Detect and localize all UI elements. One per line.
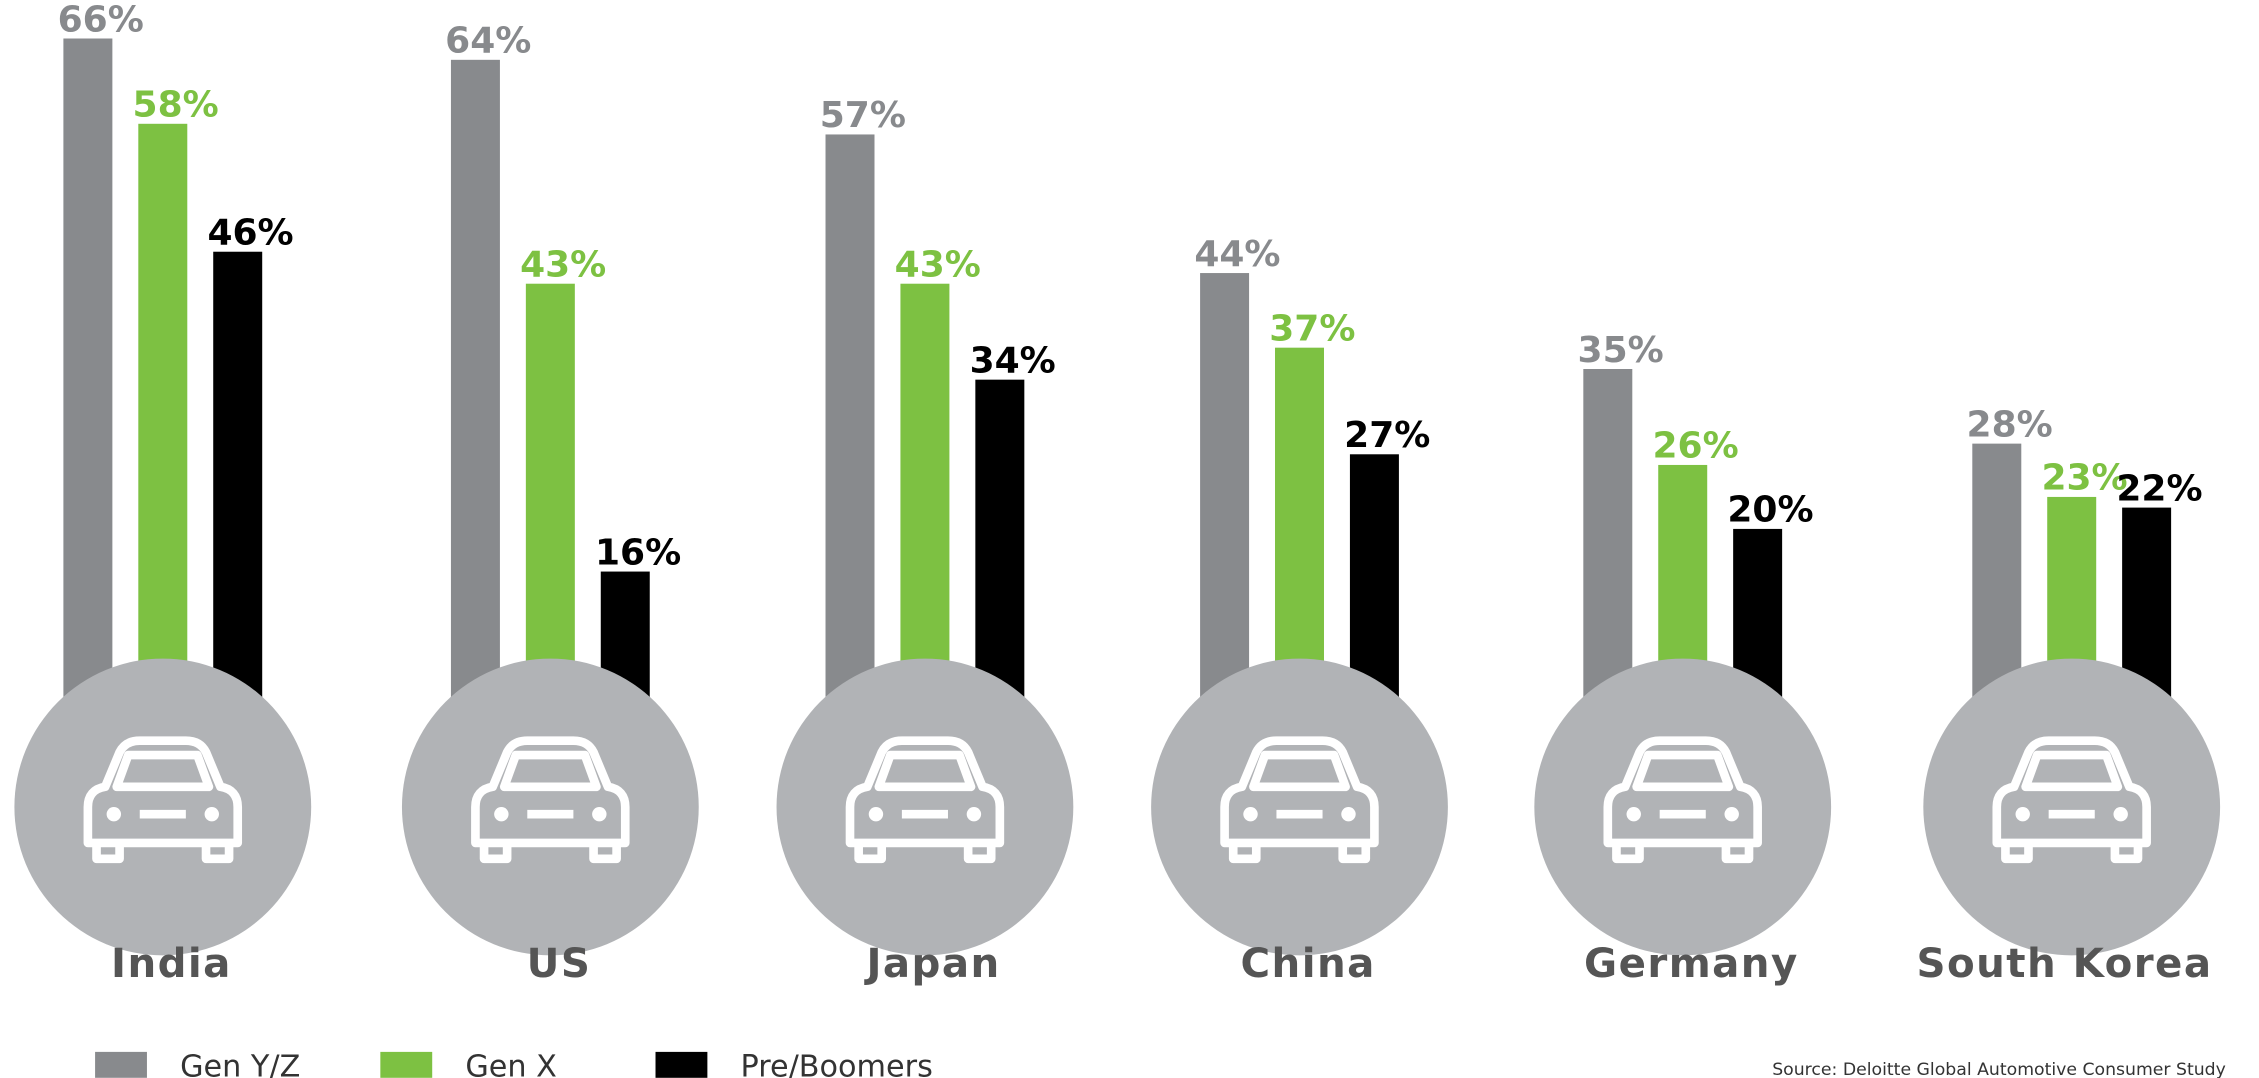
icon-circle (401, 658, 699, 956)
car-window (499, 750, 601, 792)
value-label: 26% (1652, 426, 1738, 467)
x-tick-label: Germany (1584, 940, 1799, 987)
car-window (1632, 750, 1734, 792)
car-icon (1220, 736, 1379, 864)
x-tick-label: India (111, 940, 232, 987)
car-icon (83, 736, 243, 864)
car-body (845, 736, 1005, 848)
car-body (1603, 736, 1762, 848)
legend-label: Pre/Boomers (741, 1049, 933, 1078)
value-label: 20% (1727, 490, 1813, 531)
car-wheels (1228, 842, 1371, 864)
car-light (2113, 806, 2128, 822)
bar (63, 38, 113, 779)
value-label: 46% (207, 213, 293, 254)
legend-swatch (380, 1051, 433, 1078)
car-light (868, 806, 884, 822)
value-label: 44% (1194, 234, 1280, 275)
car-light (1626, 806, 1641, 822)
bar (450, 59, 500, 779)
x-tick-label: South Korea (1916, 940, 2212, 987)
icon-circle (14, 658, 312, 956)
car-icon (845, 736, 1005, 864)
car-window (2021, 750, 2123, 792)
icon-circle (1534, 658, 1832, 956)
value-label: 22% (2116, 468, 2202, 509)
value-label: 37% (1269, 308, 1355, 349)
value-label: 16% (595, 532, 681, 573)
value-label: 58% (133, 85, 219, 126)
value-label: 64% (445, 21, 531, 62)
car-window (874, 750, 976, 792)
car-wheels (854, 842, 996, 864)
car-light (966, 806, 982, 822)
x-tick-label: Japan (863, 940, 1000, 987)
value-label: 43% (520, 245, 606, 286)
car-body (1220, 736, 1379, 848)
car-light (1724, 806, 1739, 822)
icon-circle (1923, 658, 2221, 956)
car-wheels (92, 842, 234, 864)
car-wheels (1612, 842, 1754, 864)
value-label: 23% (2041, 458, 2127, 499)
car-body (471, 736, 630, 848)
car-light (204, 806, 219, 822)
car-body (1992, 736, 2151, 848)
icon-circle (776, 658, 1074, 956)
car-light (106, 806, 122, 822)
car-body (83, 736, 243, 848)
x-tick-label: China (1241, 940, 1376, 987)
value-label: 28% (1967, 404, 2053, 445)
car-icon (471, 736, 630, 864)
car-light (592, 806, 607, 822)
car-window (1249, 750, 1350, 792)
legend-label: Gen X (465, 1049, 557, 1078)
x-tick-label: US (527, 940, 592, 987)
car-icon (1992, 736, 2151, 864)
value-label: 43% (895, 245, 981, 286)
car-wheels (479, 842, 621, 864)
car-light (1243, 806, 1258, 822)
value-label: 57% (820, 95, 906, 136)
value-label: 34% (970, 340, 1056, 381)
value-label: 35% (1578, 330, 1664, 371)
value-label: 66% (58, 0, 144, 40)
legend-swatch (655, 1051, 708, 1078)
source-note: Source: Deloitte Global Automotive Consu… (1772, 1060, 2226, 1078)
car-icon (1603, 736, 1762, 864)
car-window (112, 750, 214, 792)
icon-circle (1151, 658, 1448, 956)
value-label: 27% (1344, 415, 1430, 456)
car-light (494, 806, 509, 822)
legend-label: Gen Y/Z (180, 1049, 300, 1078)
car-wheels (2001, 842, 2143, 864)
car-light (2015, 806, 2030, 822)
legend-swatch (95, 1051, 147, 1078)
car-light (1341, 806, 1356, 822)
